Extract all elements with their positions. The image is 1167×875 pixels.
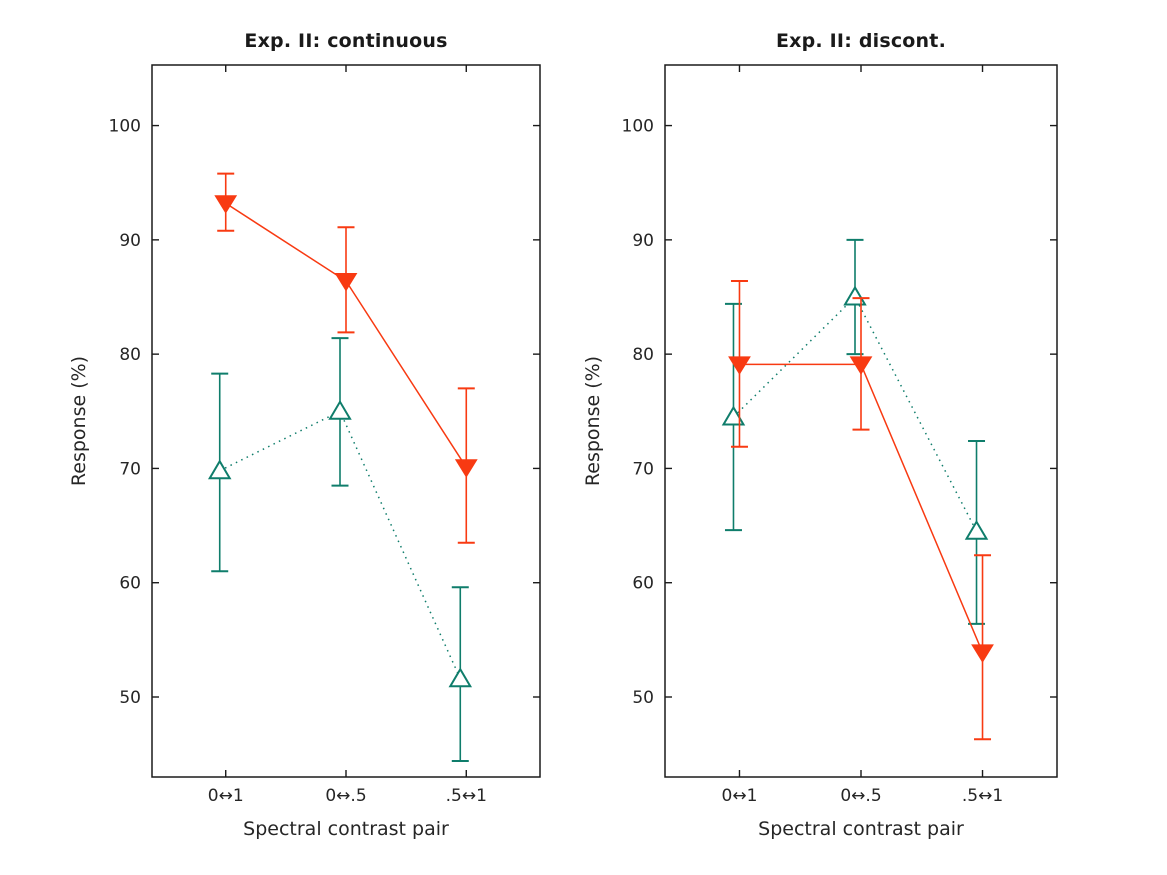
y-tick-label: 50: [632, 688, 654, 708]
x-tick-label: 0↔1: [208, 786, 244, 806]
y-tick-label: 80: [632, 345, 654, 365]
left-plot-title: Exp. II: continuous: [244, 30, 448, 52]
right-x-axis-label: Spectral contrast pair: [758, 818, 964, 840]
y-tick-label: 60: [632, 574, 654, 594]
marker-triangle-down-filled: [971, 644, 994, 663]
y-tick-label: 90: [119, 231, 141, 251]
marker-triangle-down-filled: [214, 195, 238, 214]
axes-box: [151, 64, 541, 778]
x-tick-label: .5↔1: [446, 786, 487, 806]
right-y-axis-label: Response (%): [582, 355, 604, 487]
y-tick-label: 80: [119, 345, 141, 365]
y-tick-label: 70: [119, 459, 141, 479]
x-tick-label: 0↔.5: [840, 786, 881, 806]
right-plot-title: Exp. II: discont.: [776, 30, 946, 52]
x-tick-label: 0↔.5: [325, 786, 366, 806]
y-tick-label: 70: [632, 459, 654, 479]
marker-triangle-down-filled: [334, 273, 358, 292]
marker-triangle-up-open: [207, 459, 232, 480]
marker-triangle-down-filled: [454, 459, 478, 478]
y-tick-label: 50: [119, 688, 141, 708]
marker-triangle-up-open: [843, 285, 867, 306]
marker-triangle-down-filled: [728, 356, 751, 375]
marker-triangle-up-open: [328, 399, 352, 420]
y-tick-label: 100: [109, 117, 141, 137]
y-tick-label: 90: [632, 231, 654, 251]
left-x-axis-label: Spectral contrast pair: [243, 818, 449, 840]
marker-triangle-up-open: [721, 405, 746, 426]
x-tick-label: .5↔1: [962, 786, 1003, 806]
marker-triangle-down-filled: [849, 356, 873, 375]
marker-triangle-up-open: [964, 519, 989, 540]
x-tick-label: 0↔1: [722, 786, 758, 806]
y-tick-label: 100: [622, 117, 654, 137]
y-tick-label: 60: [119, 574, 141, 594]
marker-triangle-up-open: [448, 667, 473, 688]
left-y-axis-label: Response (%): [68, 355, 90, 487]
